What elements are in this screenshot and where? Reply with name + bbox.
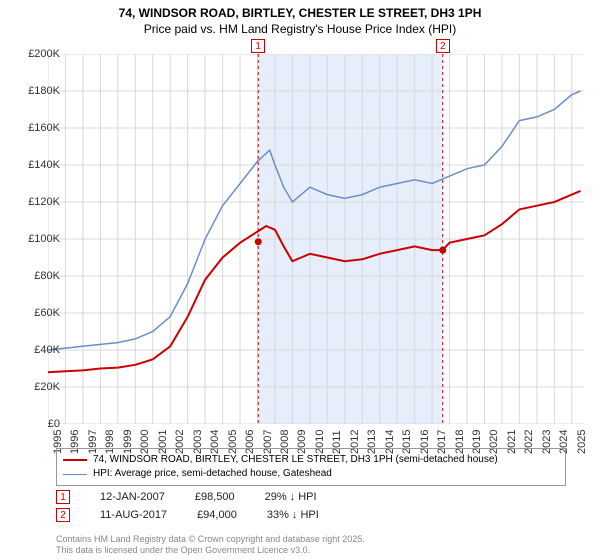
chart-title-line1: 74, WINDSOR ROAD, BIRTLEY, CHESTER LE ST…: [0, 0, 600, 22]
y-tick-label: £40K: [16, 344, 60, 356]
y-tick-label: £20K: [16, 381, 60, 393]
chart-container: 74, WINDSOR ROAD, BIRTLEY, CHESTER LE ST…: [0, 0, 600, 560]
legend-row-2: HPI: Average price, semi-detached house,…: [63, 467, 559, 481]
y-tick-label: £80K: [16, 270, 60, 282]
annotation-row-2: 2 11-AUG-2017 £94,000 33% ↓ HPI: [56, 508, 319, 522]
legend-swatch-1: [63, 459, 87, 461]
y-tick-label: £0: [16, 418, 60, 430]
y-tick-label: £60K: [16, 307, 60, 319]
legend-row-1: 74, WINDSOR ROAD, BIRTLEY, CHESTER LE ST…: [63, 453, 559, 467]
annotation-marker-1: 1: [56, 490, 70, 504]
y-tick-label: £200K: [16, 48, 60, 60]
chart-plot: [48, 54, 584, 424]
annotation-price-2: £94,000: [197, 509, 237, 521]
annotation-marker-2: 2: [56, 508, 70, 522]
x-tick-label: 2025: [576, 430, 588, 454]
sale-marker-label: 1: [251, 39, 265, 53]
annotation-row-1: 1 12-JAN-2007 £98,500 29% ↓ HPI: [56, 490, 319, 504]
annotation-date-1: 12-JAN-2007: [100, 491, 165, 503]
legend: 74, WINDSOR ROAD, BIRTLEY, CHESTER LE ST…: [56, 448, 566, 486]
y-tick-label: £180K: [16, 85, 60, 97]
annotation-price-1: £98,500: [195, 491, 235, 503]
legend-label-2: HPI: Average price, semi-detached house,…: [93, 467, 332, 481]
y-tick-label: £120K: [16, 196, 60, 208]
legend-label-1: 74, WINDSOR ROAD, BIRTLEY, CHESTER LE ST…: [93, 453, 498, 467]
annotation-delta-2: 33% ↓ HPI: [267, 509, 319, 521]
annotation-delta-1: 29% ↓ HPI: [265, 491, 317, 503]
annotation-table: 1 12-JAN-2007 £98,500 29% ↓ HPI 2 11-AUG…: [56, 490, 319, 526]
y-tick-label: £100K: [16, 233, 60, 245]
footer-line-2: This data is licensed under the Open Gov…: [56, 545, 365, 556]
y-tick-label: £140K: [16, 159, 60, 171]
chart-title-line2: Price paid vs. HM Land Registry's House …: [0, 22, 600, 40]
legend-swatch-2: [63, 474, 87, 475]
footer-line-1: Contains HM Land Registry data © Crown c…: [56, 534, 365, 545]
annotation-date-2: 11-AUG-2017: [100, 509, 167, 521]
sale-marker-label: 2: [436, 39, 450, 53]
footer-copyright: Contains HM Land Registry data © Crown c…: [56, 534, 365, 556]
y-tick-label: £160K: [16, 122, 60, 134]
